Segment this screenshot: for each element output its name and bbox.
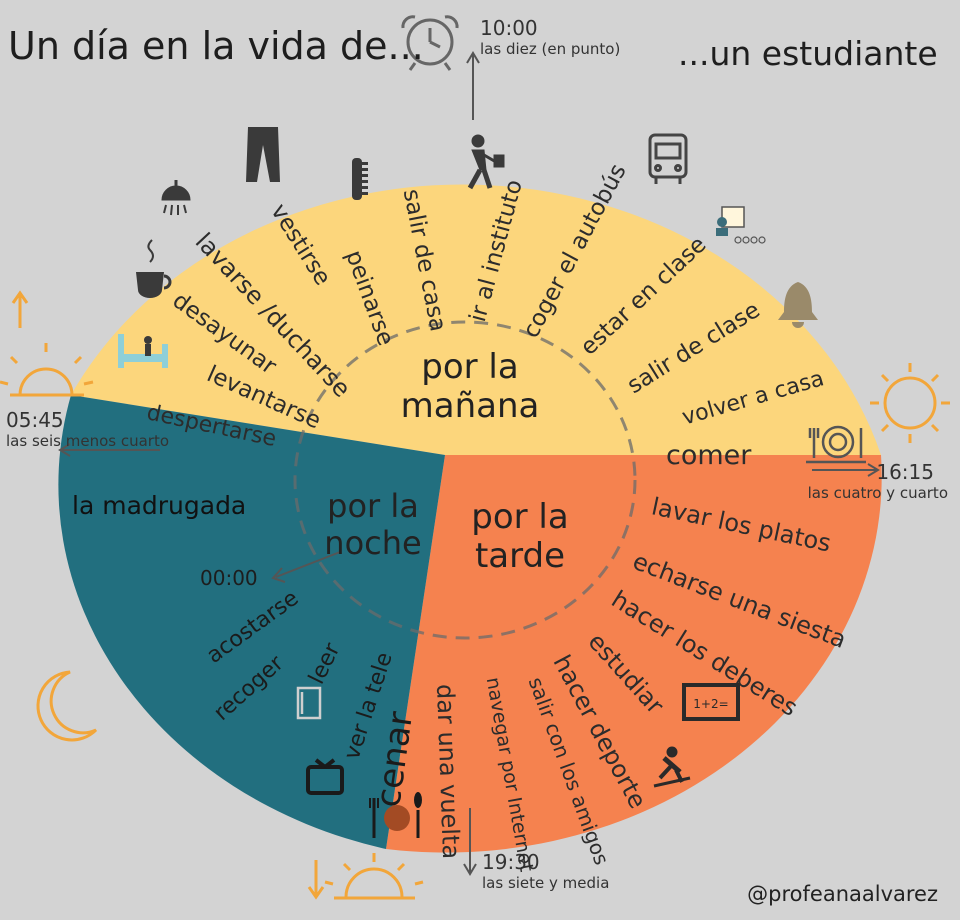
activity-dar-una-vuelta: dar una vuelta — [431, 683, 466, 860]
time-0545-value: 05:45 — [6, 408, 64, 432]
blackboard-icon: 1+2= — [682, 683, 740, 721]
time-arrows — [58, 51, 880, 876]
section-night: por la noche — [318, 488, 428, 562]
section-morning: por la mañana — [395, 347, 545, 427]
bell-icon — [778, 282, 818, 328]
morning-sector — [71, 184, 881, 456]
afternoon-sector — [386, 455, 882, 853]
svg-text:1+2=: 1+2= — [693, 697, 728, 711]
sun-icon — [870, 363, 950, 443]
alarm-clock-icon — [401, 15, 459, 71]
moon-icon — [36, 670, 98, 742]
time-1930: 19:30 las siete y media — [482, 852, 609, 891]
section-afternoon-line2: tarde — [474, 536, 566, 577]
comb-icon — [352, 158, 368, 200]
time-0545-text: las seis menos cuarto — [6, 432, 170, 450]
time-1615-value: 16:15 — [876, 460, 934, 484]
credit-handle: @profeanaalvarez — [747, 882, 938, 906]
section-afternoon-line1: por la — [471, 497, 569, 537]
sunset-icon — [307, 853, 424, 900]
shower-icon — [161, 180, 191, 216]
time-0000: 00:00 — [200, 568, 258, 588]
time-1615: 16:15 las cuatro y cuarto — [788, 462, 948, 501]
classroom-icon — [716, 206, 766, 244]
section-night-line1: por la — [327, 487, 419, 525]
inner-dashed-circle — [293, 320, 637, 640]
time-1000-value: 10:00 — [480, 16, 538, 40]
dinner-icon — [369, 792, 422, 838]
activity-comer: comer — [666, 440, 752, 471]
time-1930-value: 19:30 — [482, 850, 540, 874]
time-0545: 05:45 las seis menos cuarto — [6, 410, 169, 449]
time-0000-value: 00:00 — [200, 566, 258, 590]
coffee-icon — [136, 239, 172, 298]
time-1000: 10:00 las diez (en punto) — [480, 18, 620, 57]
activity-la-madrugada: la madrugada — [72, 491, 247, 520]
bus-icon — [648, 133, 688, 184]
time-1000-text: las diez (en punto) — [480, 40, 621, 58]
time-1930-text: las siete y media — [482, 874, 610, 892]
night-sector — [58, 395, 446, 849]
section-night-line2: noche — [324, 523, 422, 562]
title-left: Un día en la vida de... — [8, 24, 424, 68]
sunrise-icon — [0, 290, 94, 397]
section-afternoon: por la tarde — [455, 497, 585, 577]
time-1615-text: las cuatro y cuarto — [807, 484, 948, 502]
tv-icon — [306, 758, 344, 795]
book-icon — [296, 686, 322, 720]
skateboard-icon — [653, 746, 691, 788]
bed-icon — [118, 334, 168, 368]
section-morning-line2: mañana — [400, 386, 540, 427]
walking-person-icon — [467, 134, 505, 190]
title-right: ...un estudiante — [678, 34, 938, 73]
trousers-icon — [246, 127, 280, 182]
plate-icon — [806, 425, 866, 464]
section-morning-line1: por la — [421, 347, 519, 387]
